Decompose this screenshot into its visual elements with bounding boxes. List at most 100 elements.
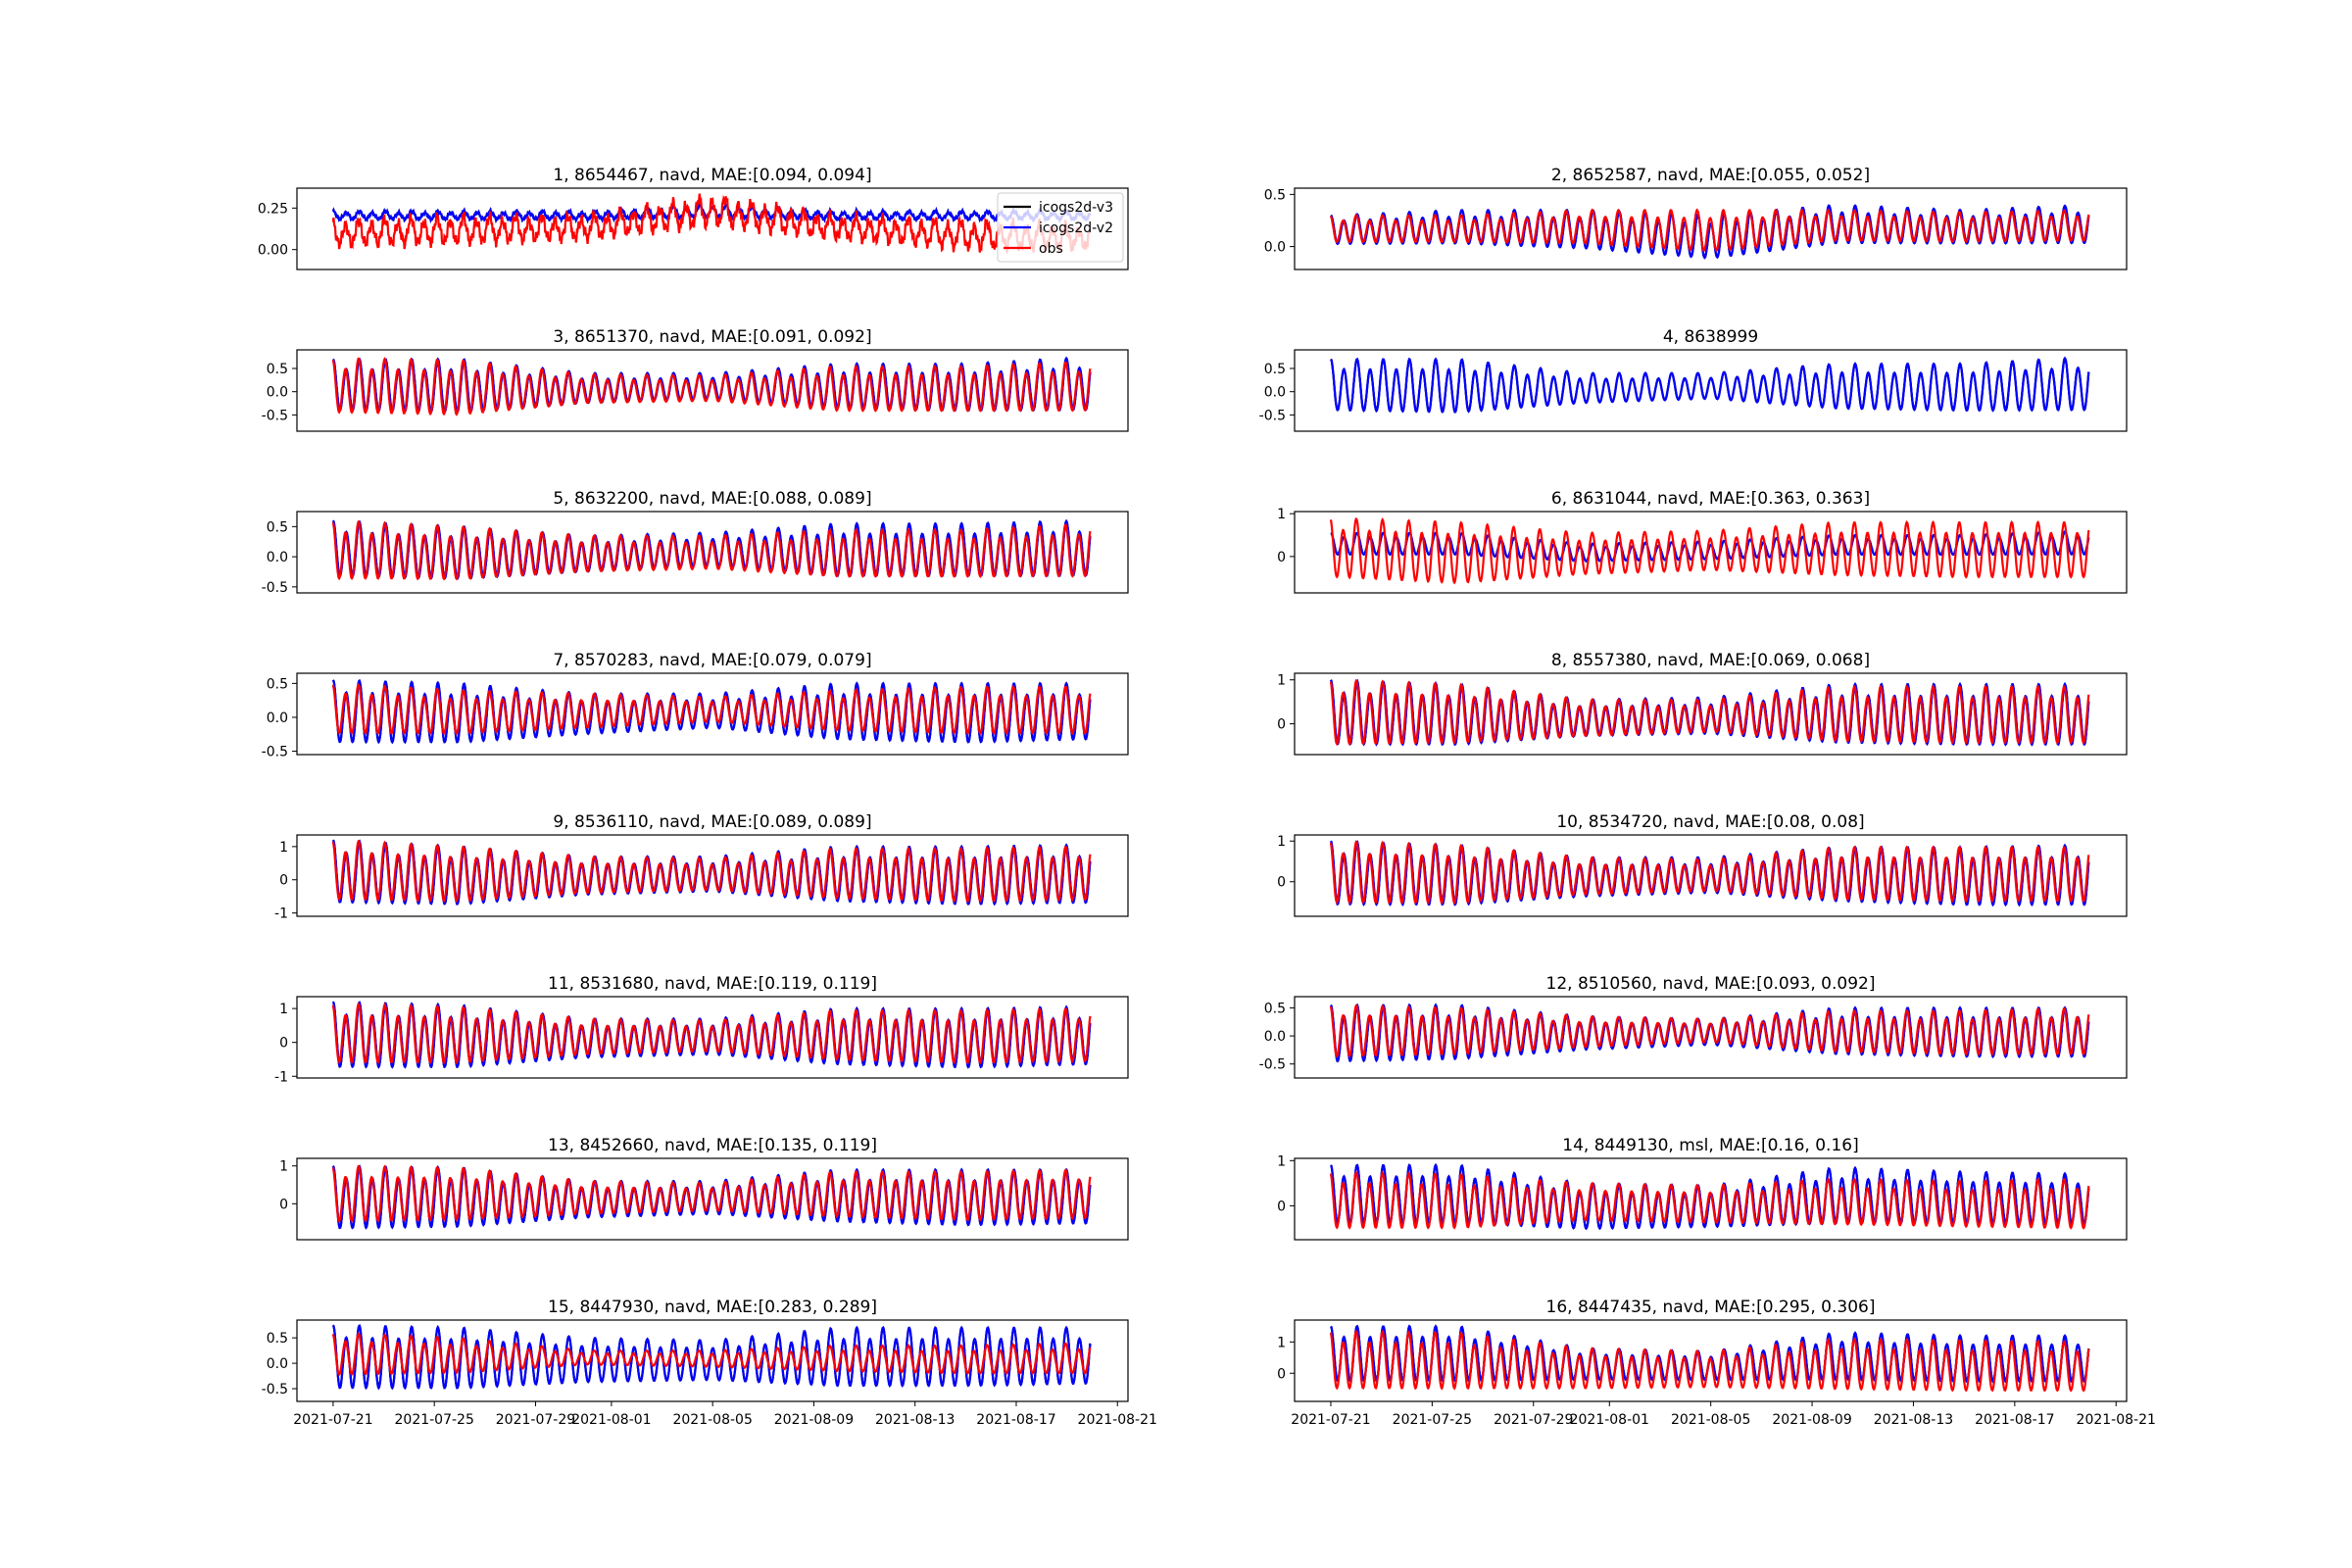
series-obs [1329, 1004, 2090, 1058]
y-tick-label: -0.5 [262, 745, 288, 760]
x-tick-label: 2021-08-17 [976, 1412, 1055, 1428]
axes-frame [296, 996, 1129, 1079]
legend-label: obs [1039, 241, 1063, 257]
x-tick-label: 2021-08-17 [1975, 1412, 2054, 1428]
y-tick-label: -1 [274, 906, 288, 922]
axes-frame [296, 672, 1129, 756]
axes-frame [1294, 834, 2128, 917]
subplot-title: 4, 8638999 [1663, 327, 1758, 347]
subplot-5: 5, 8632200, navd, MAE:[0.088, 0.089] 0.5 0… [262, 489, 1129, 596]
axes-frame [296, 187, 1129, 270]
x-tick-label: 2021-07-21 [293, 1412, 372, 1428]
series-obs [331, 1332, 1092, 1377]
x-tick-label: 2021-08-09 [774, 1412, 854, 1428]
y-tick-label: 0.5 [267, 519, 288, 535]
y-tick-label: 0.0 [1264, 1029, 1286, 1045]
series-obs [1329, 840, 2090, 906]
subplot-title: 16, 8447435, navd, MAE:[0.295, 0.306] [1546, 1298, 1876, 1317]
subplot-9: 9, 8536110, navd, MAE:[0.089, 0.089] 1 0 -1 [274, 812, 1129, 922]
subplot-title: 10, 8534720, navd, MAE:[0.08, 0.08] [1556, 812, 1864, 832]
x-tick-label: 2021-08-13 [1874, 1412, 1953, 1428]
x-tick-label: 2021-07-29 [1494, 1412, 1573, 1428]
y-tick-label: 0.0 [267, 385, 288, 401]
series-obs [331, 1003, 1092, 1065]
y-tick-label: 1 [1277, 834, 1286, 850]
y-tick-label: 0.0 [1264, 240, 1286, 256]
series-obs [1329, 1170, 2090, 1230]
subplot-title: 1, 8654467, navd, MAE:[0.094, 0.094] [553, 166, 871, 185]
subplot-10: 10, 8534720, navd, MAE:[0.08, 0.08] 1 0 [1277, 812, 2128, 917]
y-tick-label: 0.5 [267, 676, 288, 692]
y-tick-label: 1 [279, 1002, 288, 1017]
axes-frame [1294, 187, 2128, 270]
y-tick-label: 0 [1277, 550, 1286, 565]
y-tick-label: 0.0 [267, 710, 288, 726]
subplot-4: 4, 8638999 0.5 0.0 -0.5 [1259, 327, 2128, 432]
series-obs [331, 683, 1092, 736]
y-tick-label: 0 [279, 1036, 288, 1052]
subplot-title: 5, 8632200, navd, MAE:[0.088, 0.089] [553, 489, 871, 509]
subplot-title: 8, 8557380, navd, MAE:[0.069, 0.068] [1551, 651, 1870, 670]
x-tick-label: 2021-07-21 [1291, 1412, 1370, 1428]
axes-frame [1294, 996, 2128, 1079]
y-tick-label: 0.0 [267, 1356, 288, 1372]
y-tick-label: 0 [1277, 1199, 1286, 1214]
subplot-title: 11, 8531680, navd, MAE:[0.119, 0.119] [548, 974, 877, 994]
y-tick-label: 0 [1277, 875, 1286, 891]
subplot-2: 2, 8652587, navd, MAE:[0.055, 0.052] 0.5 0… [1264, 166, 2128, 270]
series-obs [1329, 208, 2090, 252]
subplot-12: 12, 8510560, navd, MAE:[0.093, 0.092] 0.5… [1259, 974, 2128, 1079]
x-tick-label: 2021-08-21 [2077, 1412, 2156, 1428]
axes-frame [296, 1157, 1129, 1241]
x-tick-label: 2021-07-25 [1393, 1412, 1472, 1428]
y-tick-label: 0 [279, 873, 288, 889]
series-obs [331, 357, 1092, 416]
y-tick-label: 0.0 [267, 550, 288, 565]
subplot-13: 13, 8452660, navd, MAE:[0.135, 0.119] 1 0 [279, 1136, 1129, 1241]
series-obs [331, 193, 1092, 256]
subplot-title: 2, 8652587, navd, MAE:[0.055, 0.052] [1551, 166, 1870, 185]
y-tick-label: 0 [279, 1197, 288, 1212]
axes-frame [1294, 349, 2128, 432]
y-tick-label: 0.0 [1264, 385, 1286, 401]
series-obs [1329, 1329, 2090, 1393]
y-tick-label: -0.5 [262, 408, 288, 423]
subplot-1: 1, 8654467, navd, MAE:[0.094, 0.094] 0.25… [258, 166, 1129, 270]
axes-frame [1294, 511, 2128, 594]
y-tick-label: 1 [1277, 507, 1286, 522]
legend-box [997, 192, 1124, 263]
y-tick-label: 1 [1277, 1335, 1286, 1350]
series-obs [1329, 678, 2090, 747]
subplot-title: 6, 8631044, navd, MAE:[0.363, 0.363] [1551, 489, 1870, 509]
series-obs [331, 839, 1092, 904]
series-obs [331, 519, 1092, 581]
subplot-15: 15, 8447930, navd, MAE:[0.283, 0.289] 0.5… [262, 1298, 1157, 1428]
subplot-title: 15, 8447930, navd, MAE:[0.283, 0.289] [548, 1298, 877, 1317]
y-tick-label: 1 [1277, 1153, 1286, 1169]
x-tick-label: 2021-07-25 [395, 1412, 474, 1428]
subplot-title: 14, 8449130, msl, MAE:[0.16, 0.16] [1562, 1136, 1858, 1155]
y-tick-label: 0.5 [1264, 362, 1286, 377]
y-tick-label: 0 [1277, 1366, 1286, 1382]
subplot-16: 16, 8447435, navd, MAE:[0.295, 0.306] 1 0 2… [1277, 1298, 2156, 1428]
x-tick-label: 2021-08-09 [1772, 1412, 1851, 1428]
x-tick-label: 2021-08-21 [1078, 1412, 1157, 1428]
series-icogs2d-v2 [331, 201, 1092, 224]
legend-label: icogs2d-v3 [1039, 200, 1113, 216]
series-icogs2d-v2 [331, 1324, 1092, 1391]
axes-frame [296, 834, 1129, 917]
legend-label: icogs2d-v2 [1039, 220, 1113, 236]
axes-frame [296, 511, 1129, 594]
y-tick-label: -0.5 [1259, 408, 1286, 423]
subplot-8: 8, 8557380, navd, MAE:[0.069, 0.068] 1 0 [1277, 651, 2128, 756]
subplot-14: 14, 8449130, msl, MAE:[0.16, 0.16] 1 0 [1277, 1136, 2128, 1241]
y-tick-label: 0.25 [258, 201, 288, 217]
series-icogs2d-v2 [1330, 356, 2090, 414]
subplot-title: 13, 8452660, navd, MAE:[0.135, 0.119] [548, 1136, 877, 1155]
x-tick-label: 2021-08-01 [571, 1412, 651, 1428]
series-obs [331, 1164, 1092, 1223]
y-tick-label: -0.5 [262, 580, 288, 596]
y-tick-label: 1 [1277, 673, 1286, 689]
y-tick-label: 0.5 [267, 362, 288, 377]
